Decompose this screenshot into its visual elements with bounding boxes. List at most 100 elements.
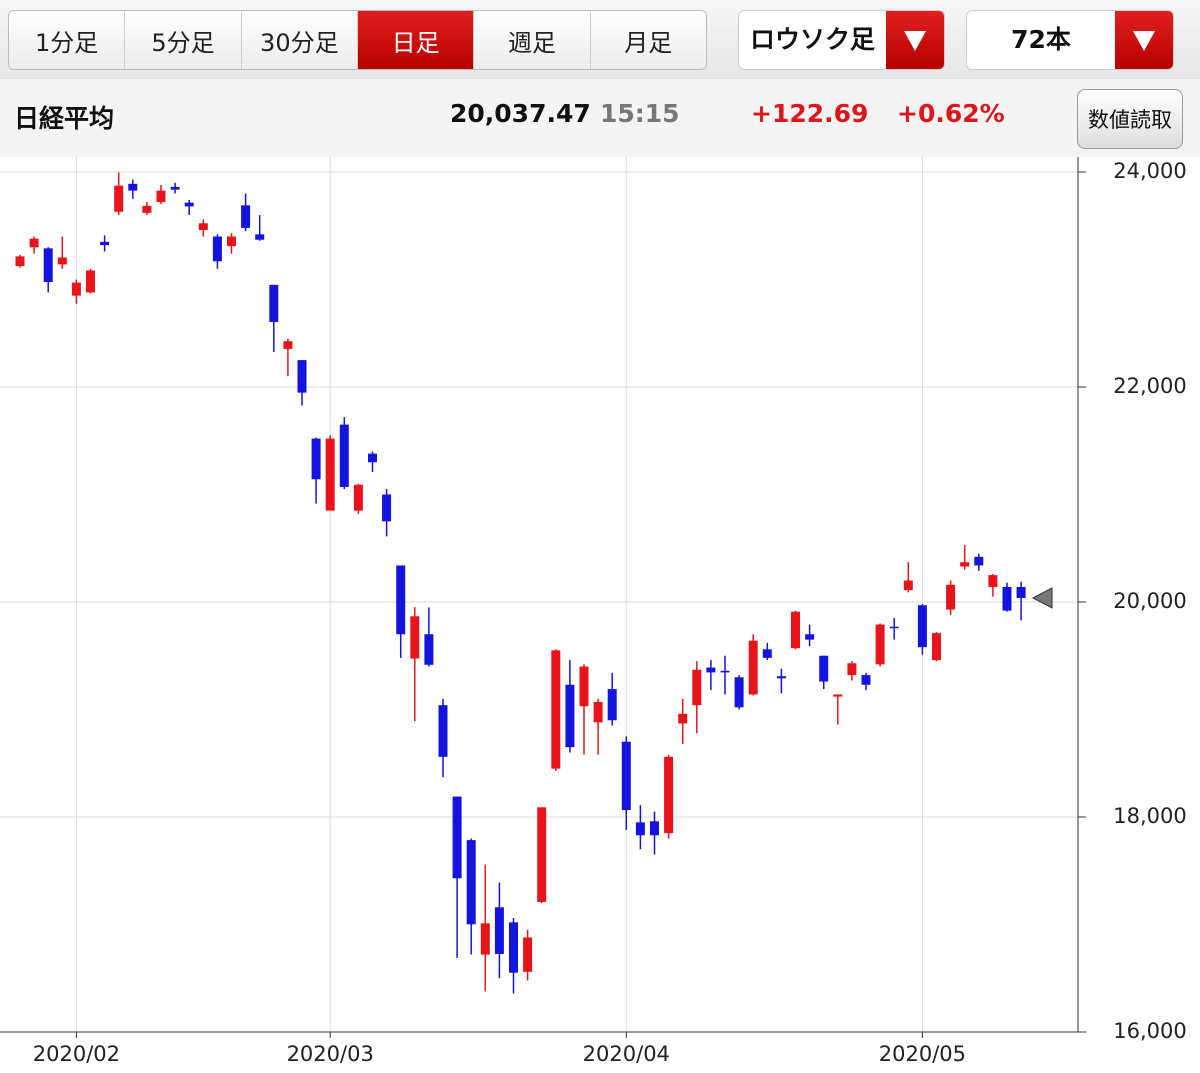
candle-body — [819, 655, 829, 682]
axis-area — [0, 1032, 1078, 1073]
candle-body — [565, 684, 575, 748]
candle-body — [142, 205, 152, 213]
candle-body — [988, 575, 998, 587]
candle-body — [776, 676, 786, 679]
candle-body — [156, 190, 166, 203]
candle-body — [1002, 586, 1012, 611]
candle-body — [706, 667, 716, 673]
candle-body — [635, 822, 645, 836]
candle-body — [241, 205, 251, 228]
candle-body — [903, 580, 913, 591]
candle-body — [523, 937, 533, 972]
candle-body — [353, 484, 363, 511]
candle-body — [875, 624, 885, 665]
candle-body — [339, 424, 349, 487]
candle-body — [960, 562, 970, 567]
candle-body — [664, 756, 674, 834]
candle-body — [650, 821, 659, 836]
candle-body — [678, 713, 688, 724]
candle-body — [537, 807, 547, 902]
candle-body — [438, 705, 448, 757]
toolbar: 1分足 5分足 30分足 日足 週足 月足 ロウソク足 72本 — [0, 0, 1200, 78]
candle-body — [325, 438, 335, 511]
candle-body — [1016, 586, 1026, 598]
candle-body — [71, 282, 81, 296]
candle-body — [15, 256, 25, 267]
candle-body — [480, 923, 490, 955]
x-tick-label: 2020/04 — [583, 1042, 670, 1066]
candle-body — [621, 741, 631, 811]
candle-body — [452, 796, 462, 879]
chart-style-select[interactable]: ロウソク足 — [738, 10, 945, 70]
candle-body — [607, 689, 617, 721]
read-values-button[interactable]: 数値読取 — [1077, 89, 1183, 149]
candle-body — [86, 270, 95, 293]
candle-body — [212, 236, 222, 262]
period-tab[interactable]: 週足 — [474, 11, 591, 69]
candle-body — [100, 241, 110, 246]
period-tab[interactable]: 月足 — [590, 11, 706, 69]
candle-body — [861, 675, 871, 685]
bar-count-select[interactable]: 72本 — [966, 10, 1174, 70]
candle-body — [579, 666, 589, 707]
candle-body — [847, 663, 857, 676]
bar-count: 72本 — [1011, 25, 1071, 54]
candle-body — [114, 185, 124, 212]
candle-body — [424, 634, 434, 665]
candle-body — [368, 453, 377, 463]
period-tab[interactable]: 30分足 — [241, 11, 358, 69]
last-price-marker — [1031, 587, 1053, 609]
period-tabs: 1分足 5分足 30分足 日足 週足 月足 — [8, 10, 707, 70]
candle-body — [974, 556, 984, 566]
candle-body — [748, 640, 758, 695]
candle-body — [29, 238, 39, 248]
candle-body — [128, 183, 138, 191]
candle-body — [382, 494, 392, 522]
candle-body — [917, 605, 927, 648]
candle-body — [255, 234, 265, 240]
candle-body — [932, 633, 941, 661]
candle-body — [170, 186, 180, 190]
dropdown-button[interactable] — [1115, 11, 1173, 69]
candle-body — [198, 223, 208, 231]
x-tick-label: 2020/05 — [879, 1042, 966, 1066]
chart: 16,000 18,000 20,000 22,000 24,000 2020/02 202… — [0, 157, 1200, 1073]
candle-body — [57, 257, 67, 265]
candle-body — [269, 284, 279, 322]
candle-body — [184, 202, 194, 207]
candle-body — [833, 694, 843, 697]
x-tick-label: 2020/03 — [287, 1042, 374, 1066]
quote-bar: 日経平均 20,037.47 15:15 +122.69 +0.62% 数値読取 — [0, 78, 1200, 159]
candle-body — [889, 626, 899, 629]
y-tick-label: 20,000 — [1113, 589, 1186, 613]
index-name: 日経平均 — [14, 104, 115, 133]
period-tab[interactable]: 5分足 — [125, 11, 242, 69]
candle-body — [43, 248, 53, 282]
price: 20,037.47 — [450, 99, 591, 128]
chart-style: ロウソク足 — [749, 25, 875, 54]
period-tab[interactable]: 日足 — [357, 11, 475, 69]
candle-body — [311, 438, 321, 480]
y-tick-label: 22,000 — [1113, 374, 1186, 398]
dropdown-button[interactable] — [886, 11, 944, 69]
y-tick-label: 16,000 — [1113, 1019, 1186, 1043]
change-percent: +0.62% — [897, 99, 1005, 128]
candle-body — [509, 922, 518, 973]
candle-body — [946, 584, 956, 610]
candle-body — [227, 236, 236, 247]
candle-body — [734, 677, 744, 708]
period-tab[interactable]: 1分足 — [9, 11, 126, 69]
candle-body — [494, 907, 504, 954]
x-tick-label: 2020/02 — [33, 1042, 120, 1066]
y-tick-label: 18,000 — [1113, 804, 1186, 828]
candle-body — [410, 616, 420, 659]
candle-body — [805, 634, 815, 640]
candle-body — [791, 611, 800, 649]
time: 15:15 — [600, 99, 680, 128]
candle-body — [692, 669, 702, 706]
candle-body — [466, 840, 476, 925]
axis-area — [1078, 157, 1200, 1073]
candle-body — [396, 565, 406, 635]
candle-body — [593, 701, 603, 723]
